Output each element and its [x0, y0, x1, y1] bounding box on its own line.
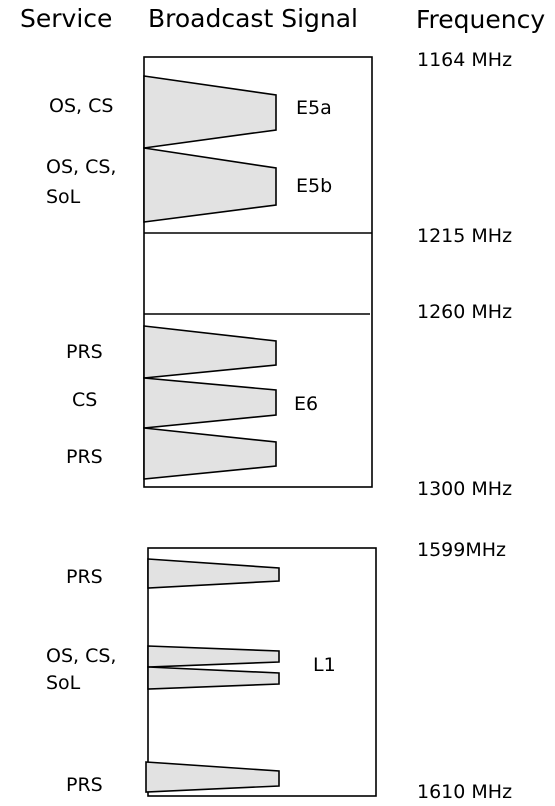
l1-os-cs-band-shape	[147, 645, 280, 668]
l1-prs-bottom-band-shape	[145, 761, 280, 793]
e6-cs-band-shape	[143, 377, 277, 429]
upper-band-frame	[143, 56, 373, 488]
service-label-l1-bottom: PRS	[66, 774, 103, 796]
signal-label-e5a: E5a	[296, 97, 332, 119]
service-label-e5a: OS, CS	[49, 95, 113, 117]
e5b-band-shape	[143, 147, 277, 223]
service-label-e5b-line2: SoL	[46, 186, 81, 208]
signal-label-e5b: E5b	[296, 175, 332, 197]
service-label-l1-mid-line2: SoL	[46, 672, 81, 694]
e6-prs-top-band-shape	[143, 325, 277, 379]
service-label-e6-top: PRS	[66, 341, 103, 363]
frequency-header: Frequency	[416, 5, 545, 34]
service-label-e6-bottom: PRS	[66, 446, 103, 468]
service-label-e5b-line1: OS, CS,	[46, 156, 116, 178]
service-label-l1-mid-line1: OS, CS,	[46, 645, 116, 667]
l1-prs-top-band-shape	[147, 558, 280, 589]
e6-prs-bottom-band-shape	[143, 427, 277, 480]
frequency-label-1164: 1164 MHz	[417, 49, 512, 71]
frequency-label-1610: 1610 MHz	[417, 781, 512, 803]
frequency-label-1599: 1599MHz	[417, 539, 506, 561]
signal-label-e6: E6	[294, 393, 318, 415]
l1-sol-band-shape	[147, 666, 280, 690]
signal-label-l1: L1	[313, 654, 336, 676]
frequency-label-1300: 1300 MHz	[417, 478, 512, 500]
frequency-label-1215: 1215 MHz	[417, 225, 512, 247]
service-label-e6-mid: CS	[72, 389, 97, 411]
service-header: Service	[20, 4, 112, 33]
frequency-label-1260: 1260 MHz	[417, 301, 512, 323]
e5a-band-shape	[143, 75, 277, 149]
broadcast-signal-header: Broadcast Signal	[148, 4, 358, 33]
service-label-l1-top: PRS	[66, 566, 103, 588]
